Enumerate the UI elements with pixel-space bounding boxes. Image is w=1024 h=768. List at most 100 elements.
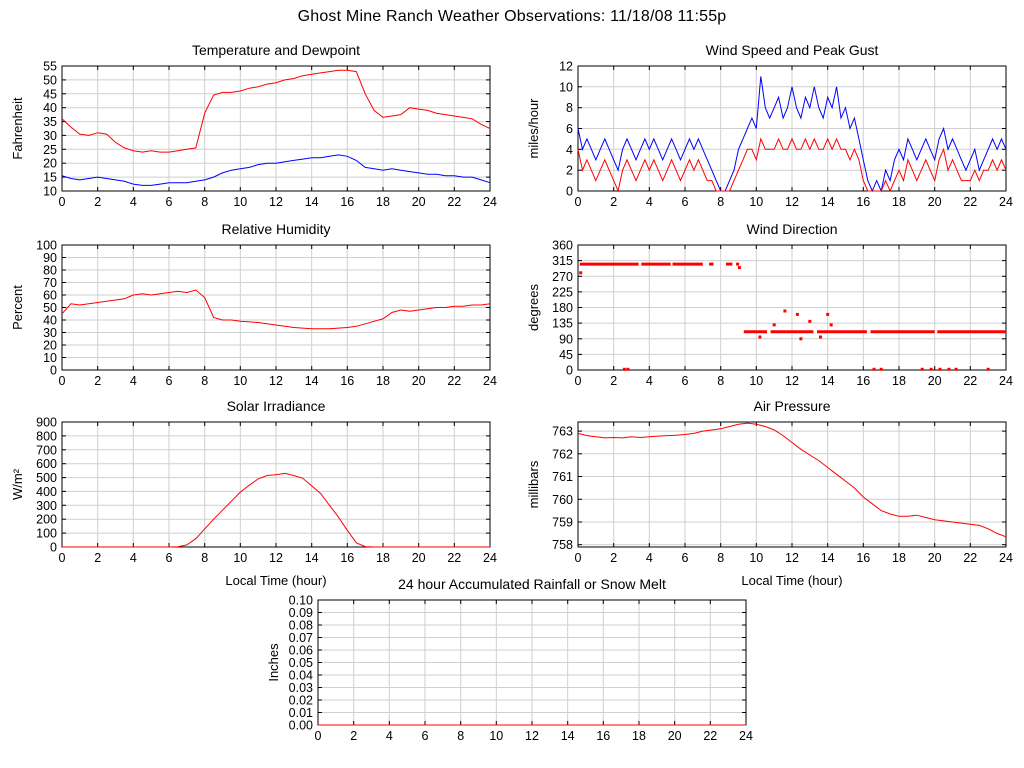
x-tick-label: 8 <box>717 195 724 209</box>
y-tick-label: 180 <box>552 301 573 315</box>
y-tick-label: 0.00 <box>289 719 313 733</box>
series-direction-dot <box>799 337 803 341</box>
x-tick-label: 20 <box>668 729 682 743</box>
series-direction-dot <box>829 323 833 327</box>
x-tick-label: 18 <box>376 551 390 565</box>
y-tick-label: 90 <box>559 332 573 346</box>
x-tick-label: 0 <box>59 195 66 209</box>
y-tick-label: 45 <box>559 348 573 362</box>
series-direction-dot <box>579 271 583 275</box>
series-direction-dot <box>736 262 740 266</box>
x-tick-label: 2 <box>610 551 617 565</box>
series-direction-dot <box>808 319 812 323</box>
x-tick-label: 24 <box>483 374 497 388</box>
x-tick-label: 12 <box>785 374 799 388</box>
x-tick-label: 20 <box>412 195 426 209</box>
y-tick-label: 200 <box>36 513 57 527</box>
y-tick-label: 761 <box>552 470 573 484</box>
series-direction-dot <box>879 367 883 371</box>
y-axis-label: miles/hour <box>526 98 541 159</box>
y-tick-label: 300 <box>36 499 57 513</box>
x-tick-label: 22 <box>447 374 461 388</box>
x-tick-label: 20 <box>928 374 942 388</box>
chart-title: Wind Speed and Peak Gust <box>705 42 879 58</box>
x-tick-label: 2 <box>94 551 101 565</box>
x-tick-label: 24 <box>483 195 497 209</box>
x-tick-label: 2 <box>350 729 357 743</box>
x-tick-label: 6 <box>682 551 689 565</box>
chart-solar-irradiance: Solar Irradiance 0 2 4 6 8 10 12 14 16 18 20 22 24 0 1… <box>0 396 502 588</box>
y-tick-label: 0.06 <box>289 644 313 658</box>
y-tick-label: 35 <box>43 115 57 129</box>
x-tick-label: 18 <box>892 374 906 388</box>
x-tick-label: 16 <box>856 551 870 565</box>
x-tick-label: 14 <box>821 195 835 209</box>
x-tick-label: 4 <box>646 551 653 565</box>
y-tick-label: 55 <box>43 60 57 74</box>
y-tick-label: 0 <box>50 541 57 555</box>
y-tick-label: 50 <box>43 73 57 87</box>
x-tick-label: 10 <box>233 551 247 565</box>
x-tick-label: 24 <box>999 195 1013 209</box>
y-tick-label: 30 <box>43 129 57 143</box>
y-axis-label: Fahrenheit <box>10 97 25 160</box>
y-tick-label: 500 <box>36 471 57 485</box>
y-tick-label: 15 <box>43 171 57 185</box>
y-tick-label: 50 <box>43 301 57 315</box>
x-tick-label: 16 <box>856 374 870 388</box>
x-tick-label: 16 <box>340 195 354 209</box>
chart-title: Relative Humidity <box>221 221 331 237</box>
chart-temperature-dewpoint: Temperature and Dewpoint 0 2 4 6 8 10 12 14 16 18… <box>0 40 502 210</box>
series-direction-dot <box>947 367 951 371</box>
y-axis-label: Inches <box>266 643 281 682</box>
series-direction-dot <box>920 367 924 371</box>
accumulated-rainfall-plot: 0 2 4 6 8 10 12 14 16 18 20 22 240.000.010.020.030.0… <box>266 594 753 743</box>
x-tick-label: 4 <box>646 374 653 388</box>
chart-title: Wind Direction <box>746 221 838 237</box>
x-tick-label: 24 <box>483 551 497 565</box>
x-tick-label: 4 <box>130 374 137 388</box>
y-tick-label: 0.09 <box>289 606 313 620</box>
x-tick-label: 4 <box>646 195 653 209</box>
x-tick-label: 22 <box>963 374 977 388</box>
x-tick-label: 12 <box>785 551 799 565</box>
x-tick-label: 2 <box>94 374 101 388</box>
x-tick-label: 20 <box>412 374 426 388</box>
y-tick-label: 758 <box>552 538 573 552</box>
y-tick-label: 90 <box>43 251 57 265</box>
page-title: Ghost Mine Ranch Weather Observations: 1… <box>297 8 727 25</box>
y-tick-label: 800 <box>36 429 57 443</box>
y-tick-label: 20 <box>43 339 57 353</box>
series-direction-dot <box>758 335 762 339</box>
y-tick-label: 270 <box>552 270 573 284</box>
x-tick-label: 0 <box>59 551 66 565</box>
x-tick-label: 2 <box>94 195 101 209</box>
x-tick-label: 0 <box>59 374 66 388</box>
series-direction-dot <box>826 312 830 316</box>
series-direction-dot <box>929 367 933 371</box>
y-tick-label: 400 <box>36 485 57 499</box>
x-tick-label: 18 <box>892 195 906 209</box>
y-tick-label: 0.05 <box>289 656 313 670</box>
series-direction-dot <box>783 309 787 313</box>
temperature-dewpoint-plot: 0 2 4 6 8 10 12 14 16 18 20 22 241015202530354045505… <box>10 60 497 209</box>
y-tick-label: 763 <box>552 425 573 439</box>
y-tick-label: 40 <box>43 101 57 115</box>
x-tick-label: 14 <box>305 195 319 209</box>
x-tick-label: 16 <box>856 195 870 209</box>
x-tick-label: 10 <box>233 195 247 209</box>
x-tick-label: 8 <box>201 195 208 209</box>
y-tick-label: 100 <box>36 239 57 253</box>
x-axis-label: Local Time (hour) <box>741 573 842 588</box>
y-tick-label: 100 <box>36 527 57 541</box>
chart-accumulated-rainfall: 24 hour Accumulated Rainfall or Snow Mel… <box>256 574 758 744</box>
y-tick-label: 0.02 <box>289 694 313 708</box>
y-tick-label: 12 <box>559 60 573 74</box>
x-tick-label: 14 <box>305 551 319 565</box>
chart-relative-humidity: Relative Humidity 0 2 4 6 8 10 12 14 16 18 20 22 24 0… <box>0 219 502 389</box>
x-tick-label: 8 <box>201 551 208 565</box>
chart-title: Temperature and Dewpoint <box>191 42 361 58</box>
y-axis-label: Percent <box>10 285 25 330</box>
y-tick-label: 60 <box>43 289 57 303</box>
chart-title: 24 hour Accumulated Rainfall or Snow Mel… <box>398 576 666 592</box>
